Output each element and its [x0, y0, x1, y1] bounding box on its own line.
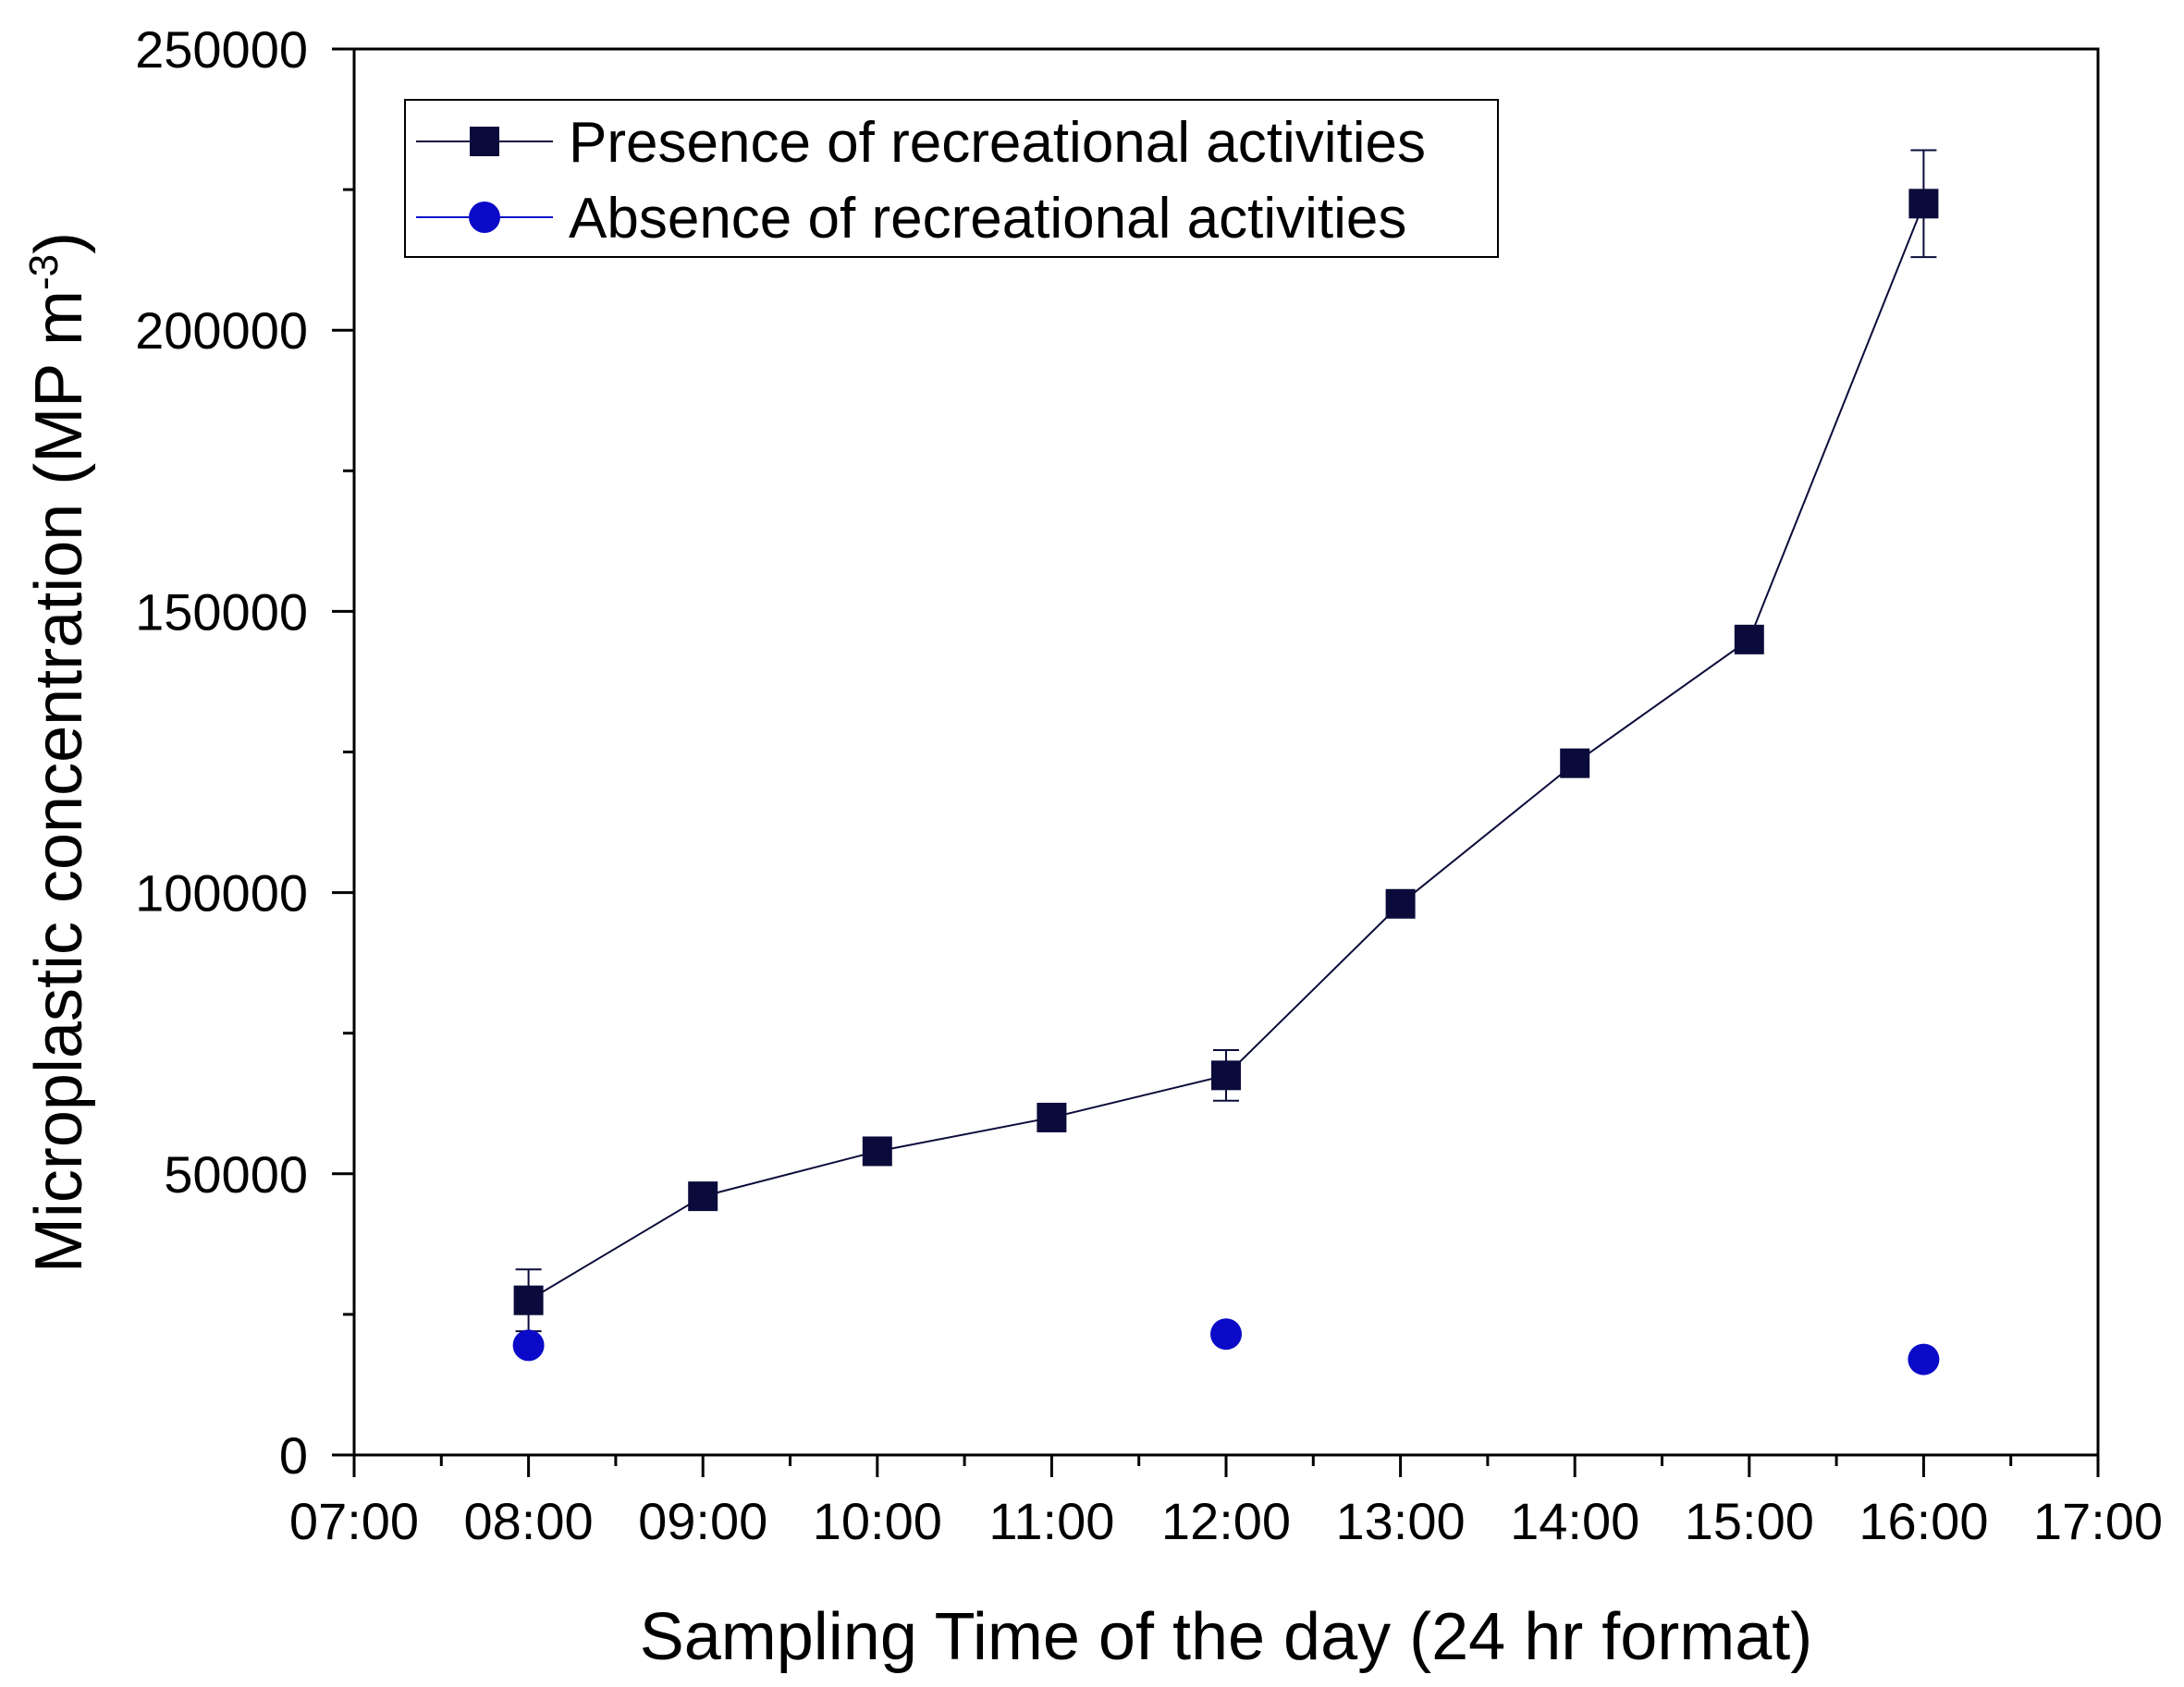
x-tick-label-3: 10:00: [813, 1492, 942, 1550]
y-tick-label-4: 200000: [135, 301, 308, 360]
x-axis-title: Sampling Time of the day (24 hr format): [640, 1600, 1813, 1674]
data-point-presence-4: [1211, 1060, 1241, 1091]
legend-label-presence: Presence of recreational activities: [569, 111, 1426, 175]
x-tick-label-7: 14:00: [1510, 1492, 1639, 1550]
y-tick-label-3: 150000: [135, 582, 308, 641]
data-point-presence-3: [1037, 1102, 1067, 1132]
legend-marker-presence: [470, 127, 499, 156]
y-axis-title: Microplastic concentration (MP m-3): [21, 232, 96, 1273]
y-tick-label-0: 0: [279, 1426, 308, 1485]
data-point-presence-1: [688, 1181, 718, 1212]
x-tick-label-5: 12:00: [1161, 1492, 1291, 1550]
data-point-presence-5: [1385, 888, 1416, 919]
series-0: [513, 149, 1939, 1333]
legend-box: [404, 99, 1499, 258]
x-tick-label-2: 09:00: [638, 1492, 767, 1550]
x-tick-label-4: 11:00: [988, 1492, 1114, 1550]
x-axis: 07:00 08:00 09:00 10:00 11:00 12:00 13:00 14:00…: [289, 1455, 2163, 1550]
data-point-presence-8: [1908, 189, 1939, 219]
y-tick-label-5: 250000: [135, 20, 308, 79]
x-tick-label-6: 13:00: [1336, 1492, 1466, 1550]
y-axis-title-sup: -3: [21, 254, 67, 290]
x-tick-label-9: 16:00: [1859, 1492, 1988, 1550]
data-point-presence-0: [513, 1285, 544, 1315]
x-tick-label-1: 08:00: [464, 1492, 594, 1550]
series-1: [512, 1318, 1940, 1375]
y-axis-title-close: ): [22, 232, 96, 254]
legend: Presence of recreational activities Abse…: [404, 99, 1499, 258]
legend-label-absence: Absence of recreational activities: [569, 187, 1406, 251]
data-point-presence-2: [862, 1136, 892, 1167]
y-axis-title-main: Microplastic concentration (MP m: [22, 290, 96, 1273]
series-0-line: [528, 202, 1925, 1302]
legend-marker-absence: [469, 202, 500, 233]
data-point-absence-2: [1908, 1343, 1940, 1375]
y-axis: 0 50000 100000 150000 200000 250000: [135, 20, 354, 1485]
series-layer: [512, 149, 1940, 1375]
plot-frame: [352, 47, 2100, 1457]
x-tick-label-8: 15:00: [1685, 1492, 1814, 1550]
data-point-absence-0: [512, 1329, 545, 1362]
x-tick-label-0: 07:00: [289, 1492, 419, 1550]
y-tick-label-1: 50000: [164, 1145, 308, 1204]
data-point-presence-6: [1560, 748, 1590, 778]
y-tick-label-2: 100000: [135, 864, 308, 923]
data-point-absence-1: [1210, 1318, 1242, 1351]
x-tick-label-10: 17:00: [2033, 1492, 2163, 1550]
data-point-presence-7: [1734, 624, 1764, 654]
